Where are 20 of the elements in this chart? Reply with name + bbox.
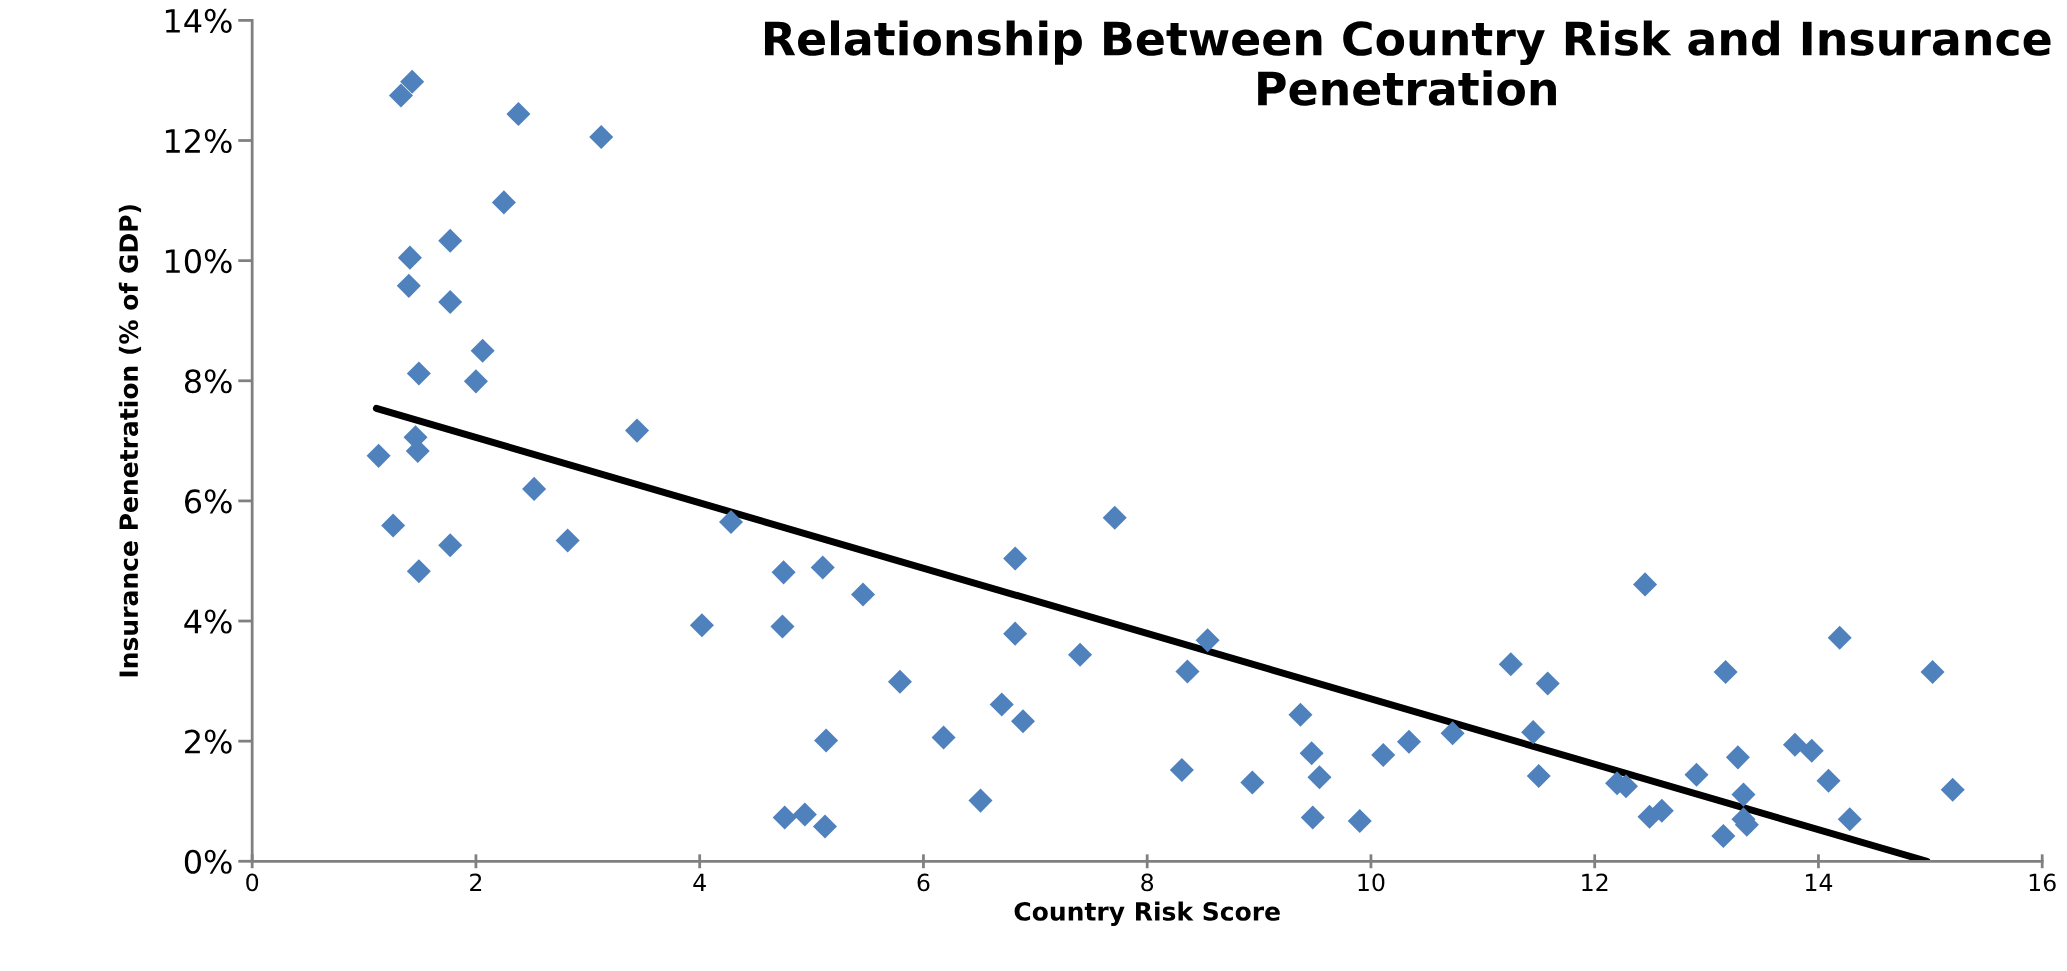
x-tick-label: 8 [1141,873,1154,892]
x-tick-label: 16 [2029,873,2056,892]
y-tick-label: 4% [184,609,232,634]
chart-title: Relationship Between Country Risk and Insurance Penetration [764,20,2051,106]
x-tick-label: 14 [1806,873,1833,892]
y-tick-label: 10% [165,249,232,274]
x-tick-label: 6 [917,873,930,892]
y-tick-label: 14% [165,8,232,33]
y-tick-label: 6% [184,489,232,514]
y-tick-label: 0% [184,849,232,874]
y-tick-label: 2% [185,729,232,754]
y-axis-title: Insurance Penetration (% of GDP) [118,205,142,677]
y-tick-label: 12% [165,128,232,154]
x-tick-label: 2 [470,873,482,892]
x-tick-label: 12 [1582,873,1608,892]
x-tick-label: 10 [1358,873,1385,892]
x-tick-label: 4 [693,873,706,892]
x-axis-title: Country Risk Score [1014,901,1280,926]
y-tick-label: 8% [184,369,232,394]
x-tick-label: 0 [246,873,259,892]
